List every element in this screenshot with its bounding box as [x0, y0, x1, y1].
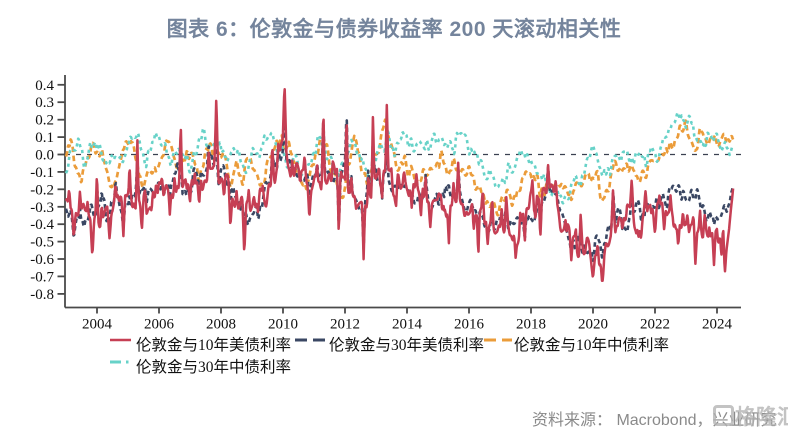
svg-text:2024: 2024	[702, 317, 733, 333]
svg-text:-0.8: -0.8	[30, 287, 54, 303]
svg-text:2012: 2012	[330, 317, 360, 333]
svg-text:2010: 2010	[268, 317, 298, 333]
svg-text:-0.1: -0.1	[30, 165, 54, 181]
svg-text:-0.2: -0.2	[30, 182, 54, 198]
svg-text:-0.7: -0.7	[30, 269, 54, 285]
svg-text:2016: 2016	[454, 317, 485, 333]
svg-text:0.1: 0.1	[35, 130, 54, 146]
svg-text:0.3: 0.3	[35, 95, 54, 111]
svg-text:-0.3: -0.3	[30, 200, 54, 216]
svg-text:2020: 2020	[578, 317, 608, 333]
svg-text:2006: 2006	[144, 317, 175, 333]
svg-text:0.4: 0.4	[35, 78, 54, 94]
svg-text:-0.4: -0.4	[30, 217, 54, 233]
svg-text:0.0: 0.0	[35, 148, 54, 164]
svg-text:0.2: 0.2	[35, 113, 54, 129]
svg-text:2022: 2022	[640, 317, 670, 333]
svg-text:2008: 2008	[206, 317, 236, 333]
svg-text:-0.6: -0.6	[30, 252, 54, 268]
svg-text:2014: 2014	[392, 317, 423, 333]
svg-text:2018: 2018	[516, 317, 546, 333]
svg-text:2004: 2004	[82, 317, 113, 333]
svg-text:-0.5: -0.5	[30, 235, 54, 251]
